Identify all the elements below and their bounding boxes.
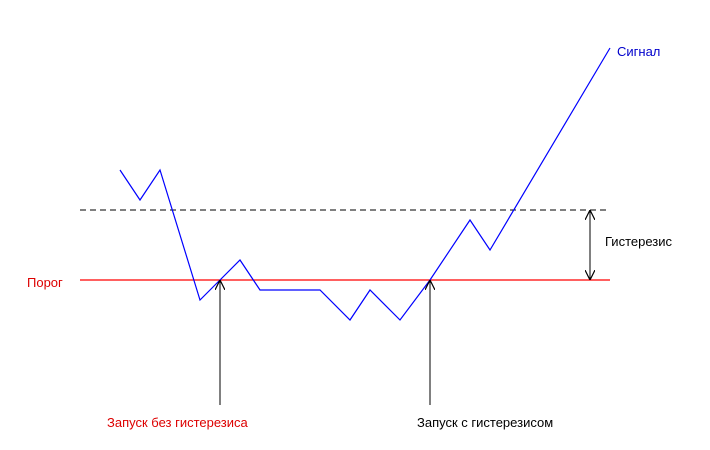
threshold-label: Порог	[27, 275, 63, 290]
trigger-with-hysteresis-label: Запуск с гистерезисом	[417, 415, 553, 430]
trigger-without-hysteresis-label: Запуск без гистерезиса	[107, 415, 249, 430]
signal-line	[119, 47, 611, 321]
signal-label: Сигнал	[617, 44, 660, 59]
hysteresis-label: Гистерезис	[605, 234, 673, 249]
